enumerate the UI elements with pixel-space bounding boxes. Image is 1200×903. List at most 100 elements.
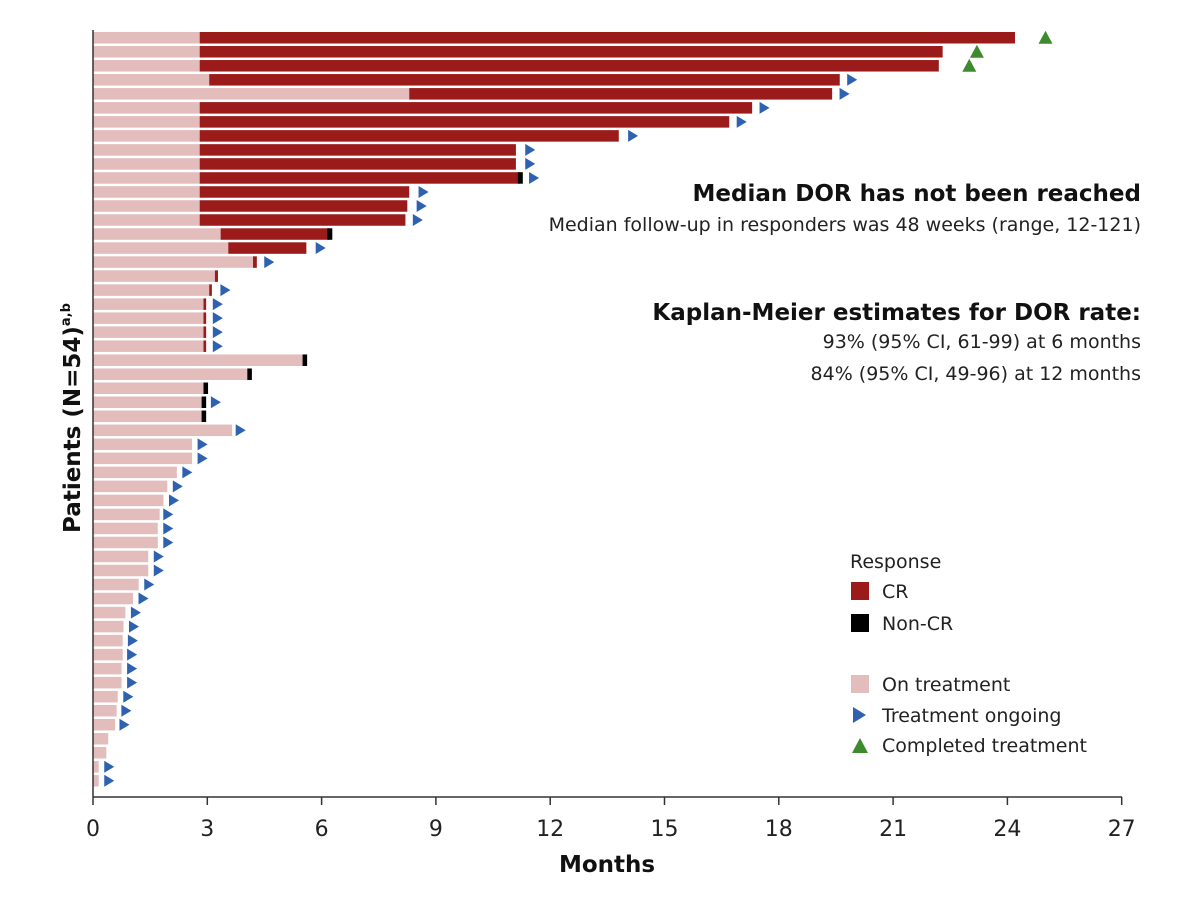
on-treatment-bar — [93, 564, 149, 577]
treatment-ongoing-marker — [416, 199, 427, 212]
x-tick-label: 3 — [200, 817, 214, 842]
on-treatment-bar — [93, 452, 193, 465]
treatment-ongoing-marker — [163, 522, 174, 535]
x-tick-label: 21 — [879, 817, 907, 842]
on-treatment-bar — [93, 256, 254, 268]
on-treatment-bar — [93, 438, 193, 451]
on-treatment-bar — [93, 578, 139, 591]
on-treatment-bar — [93, 228, 221, 240]
on-treatment-bar — [93, 662, 122, 675]
x-tick-label: 15 — [651, 817, 679, 842]
completed-treatment-marker — [969, 44, 984, 58]
treatment-ongoing-marker — [138, 592, 149, 605]
treatment-ongoing-marker — [163, 536, 174, 549]
on-treatment-bar — [93, 102, 200, 114]
on-treatment-bar — [93, 88, 410, 100]
on-treatment-bar — [93, 382, 204, 394]
on-treatment-bar — [93, 424, 233, 437]
on-treatment-bar — [93, 620, 124, 633]
treatment-ongoing-marker — [210, 396, 221, 409]
treatment-ongoing-marker — [172, 480, 183, 493]
treatment-ongoing-marker — [628, 129, 639, 142]
cr-response-bar — [203, 312, 207, 324]
on-treatment-bar — [93, 312, 204, 324]
non-cr-response-bar — [302, 354, 308, 366]
treatment-ongoing-marker — [525, 143, 536, 156]
cr-response-bar — [409, 88, 833, 100]
treatment-ongoing-marker — [182, 466, 193, 479]
on-treatment-bar — [93, 116, 200, 128]
treatment-ongoing-marker — [104, 760, 115, 773]
cr-response-bar — [199, 46, 943, 58]
y-axis-title-main: Patients (N=54) — [60, 326, 86, 533]
km-title: Kaplan-Meier estimates for DOR rate: — [652, 300, 1141, 326]
legend-ongoing-triangle-icon — [853, 707, 866, 723]
on-treatment-bar — [93, 718, 116, 731]
treatment-ongoing-marker — [525, 157, 536, 170]
on-treatment-bar — [93, 368, 248, 380]
on-treatment-bar — [93, 775, 99, 787]
non-cr-response-bar — [203, 382, 209, 394]
cr-response-bar — [199, 214, 406, 226]
on-treatment-bar — [93, 733, 109, 745]
treatment-ongoing-marker — [104, 774, 115, 787]
on-treatment-bar — [93, 508, 160, 521]
treatment-ongoing-marker — [153, 564, 164, 577]
treatment-ongoing-marker — [847, 73, 858, 86]
on-treatment-bar — [93, 270, 215, 282]
patient-markers — [104, 30, 1053, 787]
treatment-ongoing-marker — [264, 256, 275, 269]
treatment-ongoing-marker — [169, 494, 180, 507]
treatment-ongoing-marker — [144, 578, 155, 591]
treatment-ongoing-marker — [212, 312, 223, 325]
on-treatment-bar — [93, 494, 164, 507]
cr-response-bar — [203, 340, 207, 352]
on-treatment-bar — [93, 298, 204, 310]
treatment-ongoing-marker — [127, 676, 138, 689]
on-treatment-bar — [93, 74, 210, 86]
legend-cr-label: CR — [882, 581, 908, 603]
on-treatment-bar — [93, 480, 168, 493]
cr-response-bar — [199, 130, 619, 142]
cr-response-bar — [220, 228, 330, 240]
treatment-ongoing-marker — [197, 452, 208, 465]
treatment-ongoing-marker — [839, 87, 850, 100]
on-treatment-bar — [93, 690, 118, 703]
x-tick-label: 24 — [993, 817, 1021, 842]
treatment-ongoing-marker — [412, 214, 423, 227]
legend-noncr-swatch — [851, 614, 869, 632]
treatment-ongoing-marker — [736, 115, 747, 128]
cr-response-bar — [199, 172, 520, 184]
treatment-ongoing-marker — [197, 438, 208, 451]
on-treatment-bar — [93, 242, 229, 254]
x-tick-label: 18 — [765, 817, 793, 842]
on-treatment-bar — [93, 634, 123, 647]
treatment-ongoing-marker — [163, 508, 174, 521]
km-rate-6-months: 93% (95% CI, 61-99) at 6 months — [823, 331, 1141, 353]
on-treatment-bar — [93, 158, 200, 170]
treatment-ongoing-marker — [127, 648, 138, 661]
on-treatment-bar — [93, 410, 202, 423]
x-tick-label: 27 — [1108, 817, 1136, 842]
km-rate-12-months: 84% (95% CI, 49-96) at 12 months — [811, 363, 1141, 385]
on-treatment-bar — [93, 284, 210, 296]
patient-bars — [93, 32, 1016, 787]
cr-response-bar — [199, 144, 516, 156]
x-tick-label: 0 — [86, 817, 100, 842]
x-tick-label: 12 — [536, 817, 564, 842]
cr-response-bar — [199, 60, 939, 72]
treatment-ongoing-marker — [212, 326, 223, 339]
completed-treatment-marker — [1038, 30, 1053, 44]
non-cr-response-bar — [517, 172, 523, 184]
y-axis-title-sup: a,b — [59, 303, 74, 326]
on-treatment-bar — [93, 144, 200, 156]
cr-response-bar — [199, 32, 1016, 44]
treatment-ongoing-marker — [130, 606, 141, 619]
legend-on-treatment-label: On treatment — [882, 674, 1010, 696]
legend-title: Response — [850, 551, 941, 573]
on-treatment-bar — [93, 186, 200, 198]
on-treatment-bar — [93, 172, 200, 184]
on-treatment-bar — [93, 130, 200, 142]
legend-noncr-label: Non-CR — [882, 613, 953, 635]
